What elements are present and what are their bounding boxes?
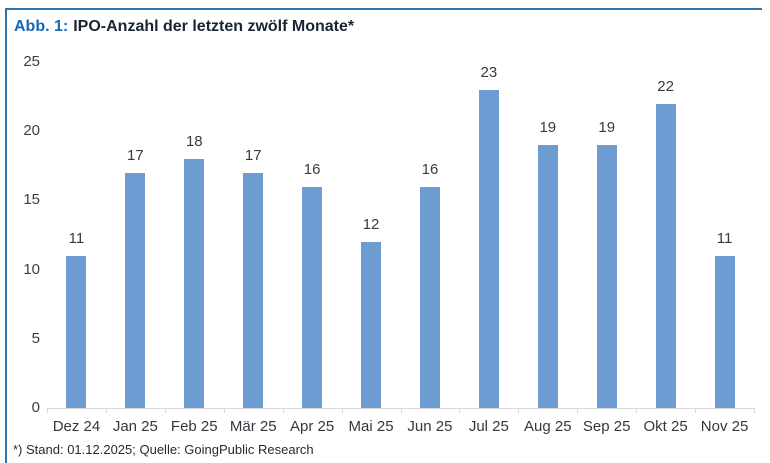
bar	[66, 255, 87, 408]
bar	[243, 172, 264, 408]
bar-value-label: 11	[68, 229, 85, 247]
bar-value-label: 22	[657, 77, 674, 95]
x-axis-tick	[282, 408, 284, 413]
bar-value-label: 23	[480, 63, 498, 81]
bar-value-label: 12	[362, 215, 380, 233]
x-axis-label: Nov 25	[700, 418, 749, 435]
x-axis-tick	[518, 408, 520, 413]
figure-footnote: *) Stand: 01.12.2025; Quelle: GoingPubli…	[13, 442, 314, 457]
x-axis-tick	[754, 408, 755, 413]
bar	[184, 158, 205, 408]
bar-value-label: 19	[539, 119, 557, 137]
bar	[125, 172, 146, 408]
bar	[419, 186, 440, 408]
bar-value-label: 16	[421, 160, 439, 178]
figure-title: Abb. 1: IPO-Anzahl der letzten zwölf Mona…	[14, 18, 354, 36]
x-axis-tick	[105, 408, 107, 413]
bar-value-label: 18	[185, 132, 203, 150]
x-axis-label: Jun 25	[407, 418, 453, 435]
y-axis-label: 0	[31, 399, 40, 416]
bar	[655, 103, 676, 408]
x-axis-tick	[223, 408, 225, 413]
x-axis-tick	[164, 408, 166, 413]
bar	[478, 89, 499, 408]
bar	[361, 241, 382, 408]
bar-value-label: 16	[303, 160, 321, 178]
bar	[302, 186, 323, 408]
bar	[537, 145, 558, 408]
x-axis-label: Dez 24	[52, 418, 101, 435]
x-axis-tick	[577, 408, 579, 413]
figure-label: Abb. 1:	[14, 18, 69, 35]
x-axis-label: Feb 25	[170, 418, 218, 435]
bar-value-label: 17	[244, 146, 262, 164]
figure-border-left	[5, 8, 7, 463]
bar-value-label: 11	[716, 229, 733, 247]
x-axis-label: Aug 25	[524, 418, 572, 435]
y-axis-label: 15	[23, 191, 40, 209]
x-axis-label: Jul 25	[468, 418, 509, 435]
bar-value-label: 19	[598, 119, 616, 137]
bar	[714, 255, 735, 408]
bar	[596, 145, 617, 408]
x-axis-tick	[459, 408, 461, 413]
x-axis-label: Jan 25	[112, 418, 158, 435]
y-axis-label: 25	[23, 53, 40, 70]
y-axis-label: 5	[31, 329, 40, 347]
x-axis-tick	[400, 408, 402, 413]
x-axis-tick	[695, 408, 697, 413]
figure-border-top	[5, 8, 762, 10]
x-axis-label: Apr 25	[290, 418, 335, 435]
x-axis-label: Sep 25	[582, 418, 631, 435]
x-axis-tick	[47, 408, 48, 413]
x-axis-label: Mai 25	[348, 418, 394, 435]
x-axis-tick	[341, 408, 343, 413]
x-axis-label: Okt 25	[643, 418, 688, 435]
figure-title-text: IPO-Anzahl der letzten zwölf Monate*	[73, 18, 355, 35]
y-axis-label: 20	[23, 122, 40, 140]
bar-value-label: 17	[127, 146, 144, 164]
x-axis-label: Mär 25	[229, 418, 277, 435]
y-axis-label: 10	[23, 260, 40, 278]
x-axis-tick	[636, 408, 638, 413]
